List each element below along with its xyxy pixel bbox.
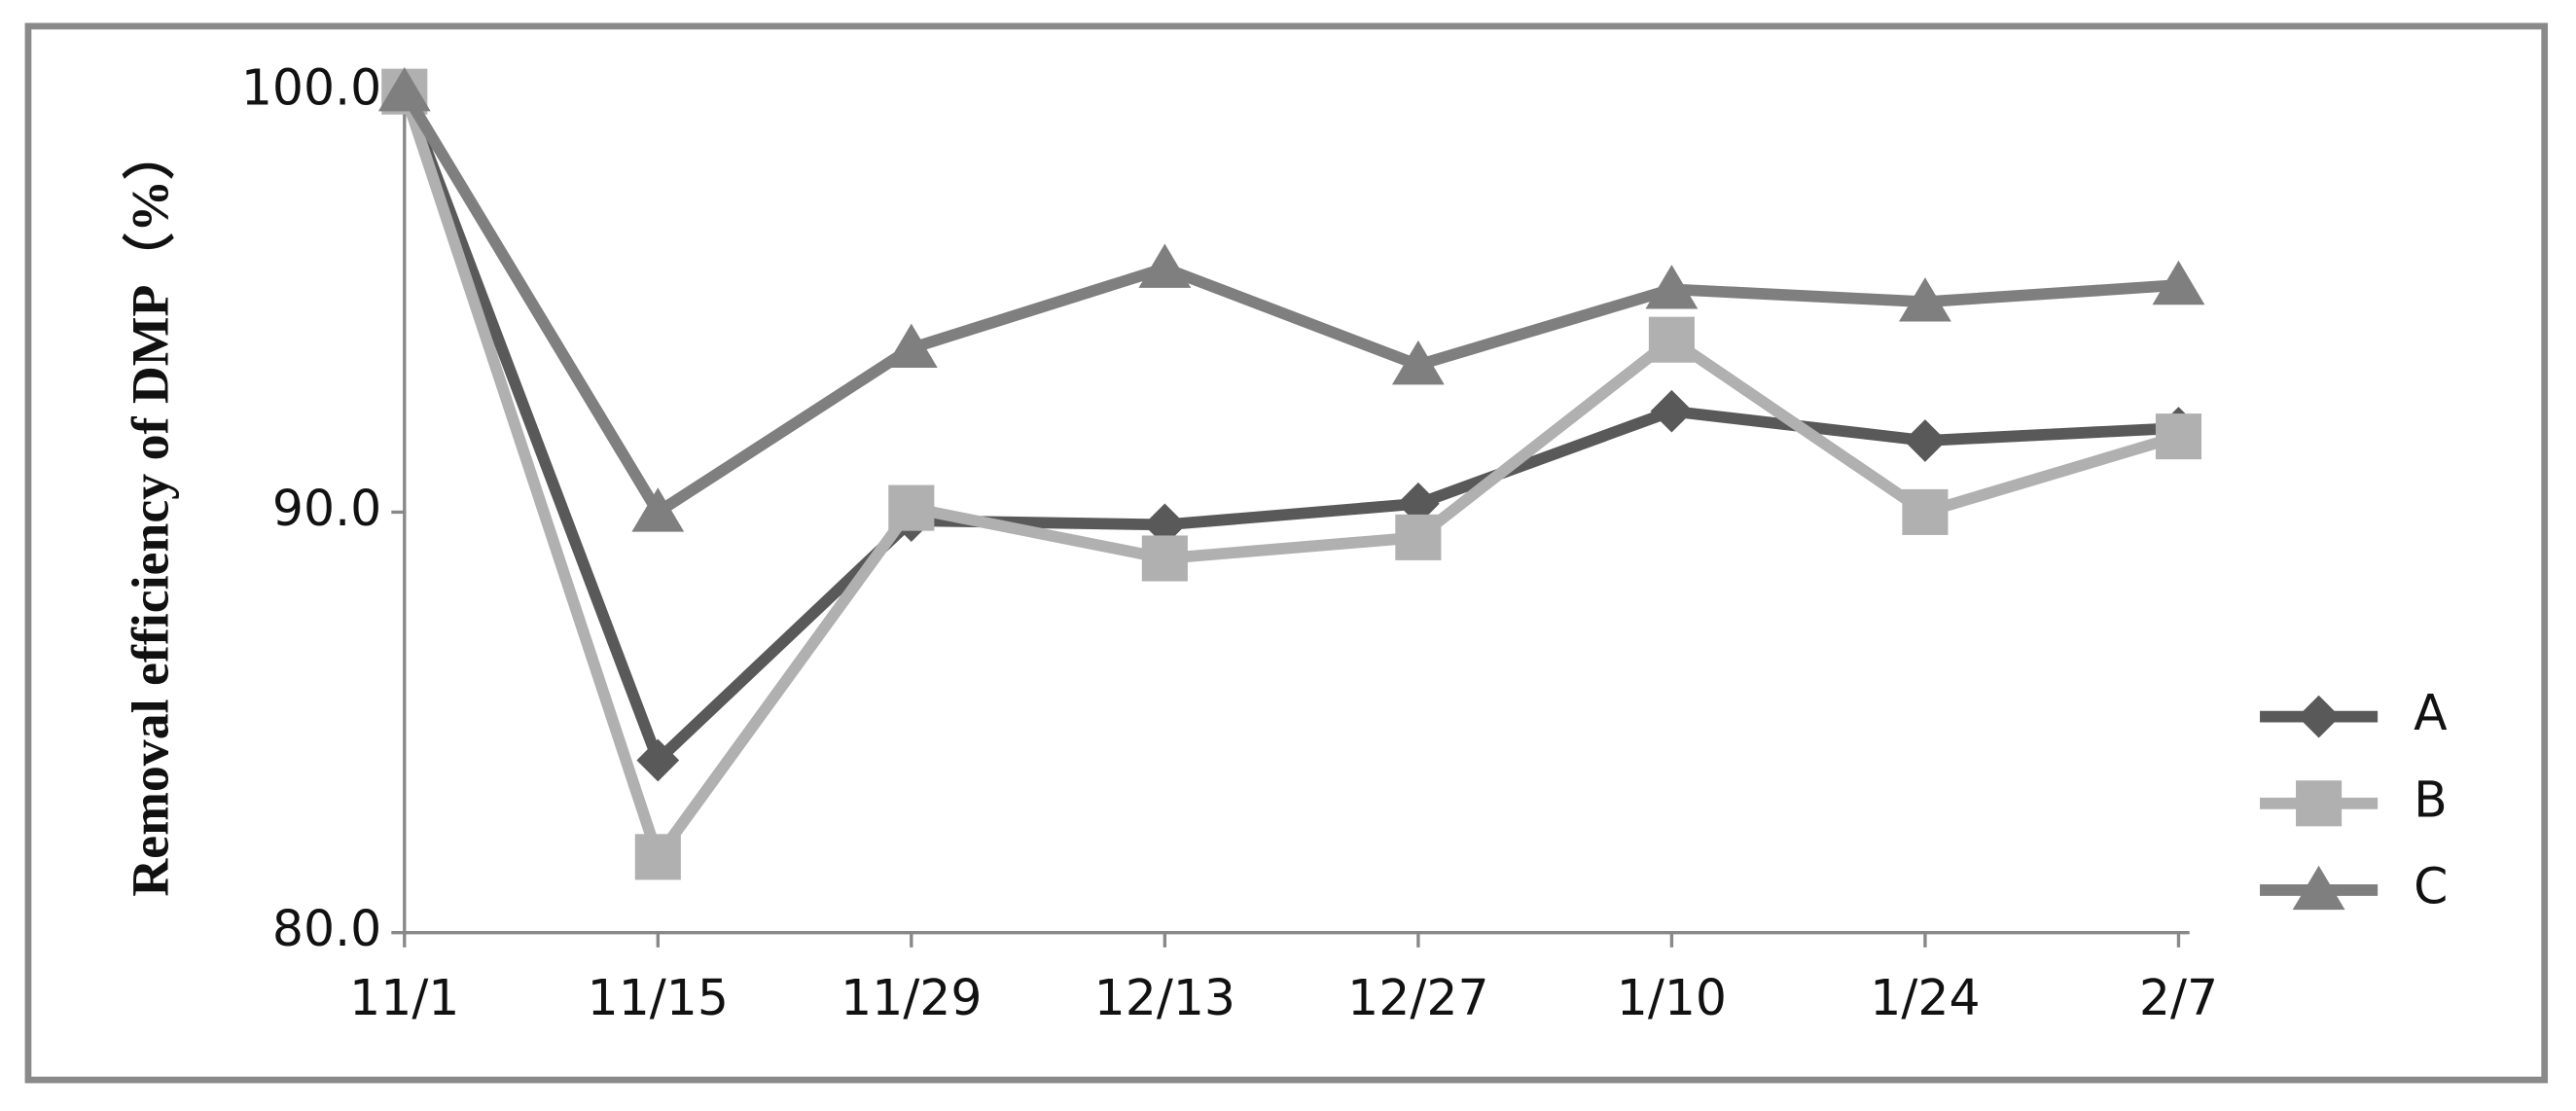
data-point (1648, 316, 1695, 363)
y-axis-label: Removal efficiency of DMP（%） (121, 127, 179, 897)
legend-label: C (2414, 857, 2448, 914)
legend-marker (2296, 780, 2343, 827)
data-point (1902, 488, 1949, 535)
data-point (1645, 265, 1699, 309)
data-point (631, 487, 685, 532)
data-point (1904, 419, 1947, 462)
x-tick-label: 11/15 (588, 969, 729, 1026)
data-point (2155, 413, 2201, 460)
legend-marker (2292, 865, 2345, 911)
series-line (399, 89, 2179, 519)
data-point (636, 738, 680, 782)
data-point (1899, 277, 1951, 322)
data-point (1397, 482, 1440, 525)
data-point (2152, 260, 2205, 305)
legend-label: A (2414, 684, 2448, 741)
y-tick-label: 80.0 (272, 900, 381, 957)
series-line (399, 90, 2179, 767)
y-tick-label: 90.0 (272, 480, 381, 537)
x-tick-label: 1/24 (1870, 969, 1980, 1026)
data-point (1141, 535, 1188, 582)
series-line (399, 90, 2181, 863)
x-tick-label: 11/29 (841, 969, 982, 1026)
data-point (888, 484, 935, 531)
legend-label: B (2414, 771, 2448, 828)
x-tick-label: 12/13 (1094, 969, 1235, 1026)
y-tick-label: 100.0 (241, 59, 381, 117)
x-tick-label: 2/7 (2139, 969, 2218, 1026)
data-point (1391, 340, 1445, 385)
data-point (884, 323, 938, 369)
data-point (377, 66, 431, 112)
data-point (634, 834, 681, 880)
data-point (1395, 514, 1442, 560)
data-point (1138, 243, 1192, 288)
x-tick-label: 11/1 (349, 969, 459, 1026)
data-point (1650, 389, 1694, 433)
x-tick-label: 12/27 (1347, 969, 1488, 1026)
data-point (1143, 503, 1187, 547)
x-tick-label: 1/10 (1617, 969, 1727, 1026)
